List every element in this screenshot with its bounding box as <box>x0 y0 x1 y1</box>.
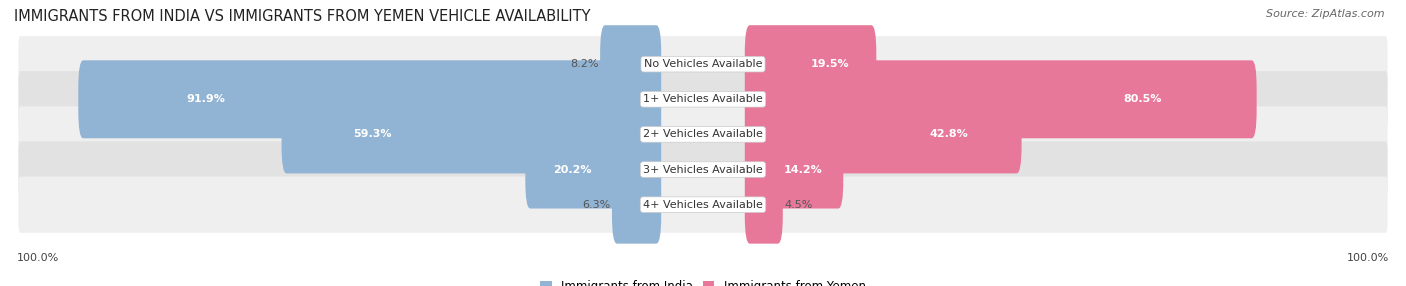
Text: 2+ Vehicles Available: 2+ Vehicles Available <box>643 130 763 139</box>
FancyBboxPatch shape <box>526 130 661 208</box>
Text: 6.3%: 6.3% <box>582 200 610 210</box>
Text: 100.0%: 100.0% <box>17 253 59 263</box>
Text: No Vehicles Available: No Vehicles Available <box>644 59 762 69</box>
FancyBboxPatch shape <box>281 96 661 173</box>
Text: 59.3%: 59.3% <box>353 130 391 139</box>
Text: 20.2%: 20.2% <box>553 164 592 174</box>
Text: 1+ Vehicles Available: 1+ Vehicles Available <box>643 94 763 104</box>
Text: 100.0%: 100.0% <box>1347 253 1389 263</box>
FancyBboxPatch shape <box>745 60 1257 138</box>
Text: 19.5%: 19.5% <box>811 59 849 69</box>
Text: 4+ Vehicles Available: 4+ Vehicles Available <box>643 200 763 210</box>
FancyBboxPatch shape <box>18 142 1388 198</box>
FancyBboxPatch shape <box>745 96 1022 173</box>
FancyBboxPatch shape <box>612 166 661 244</box>
FancyBboxPatch shape <box>745 166 783 244</box>
FancyBboxPatch shape <box>600 25 661 103</box>
FancyBboxPatch shape <box>79 60 661 138</box>
FancyBboxPatch shape <box>18 176 1388 233</box>
Text: 14.2%: 14.2% <box>783 164 823 174</box>
Text: 8.2%: 8.2% <box>571 59 599 69</box>
Text: 80.5%: 80.5% <box>1123 94 1161 104</box>
Text: IMMIGRANTS FROM INDIA VS IMMIGRANTS FROM YEMEN VEHICLE AVAILABILITY: IMMIGRANTS FROM INDIA VS IMMIGRANTS FROM… <box>14 9 591 23</box>
Text: 4.5%: 4.5% <box>785 200 813 210</box>
Text: 3+ Vehicles Available: 3+ Vehicles Available <box>643 164 763 174</box>
Legend: Immigrants from India, Immigrants from Yemen: Immigrants from India, Immigrants from Y… <box>540 280 866 286</box>
Text: Source: ZipAtlas.com: Source: ZipAtlas.com <box>1267 9 1385 19</box>
FancyBboxPatch shape <box>745 25 876 103</box>
FancyBboxPatch shape <box>18 71 1388 127</box>
FancyBboxPatch shape <box>18 36 1388 92</box>
FancyBboxPatch shape <box>745 130 844 208</box>
FancyBboxPatch shape <box>18 106 1388 162</box>
Text: 91.9%: 91.9% <box>187 94 225 104</box>
Text: 42.8%: 42.8% <box>929 130 969 139</box>
